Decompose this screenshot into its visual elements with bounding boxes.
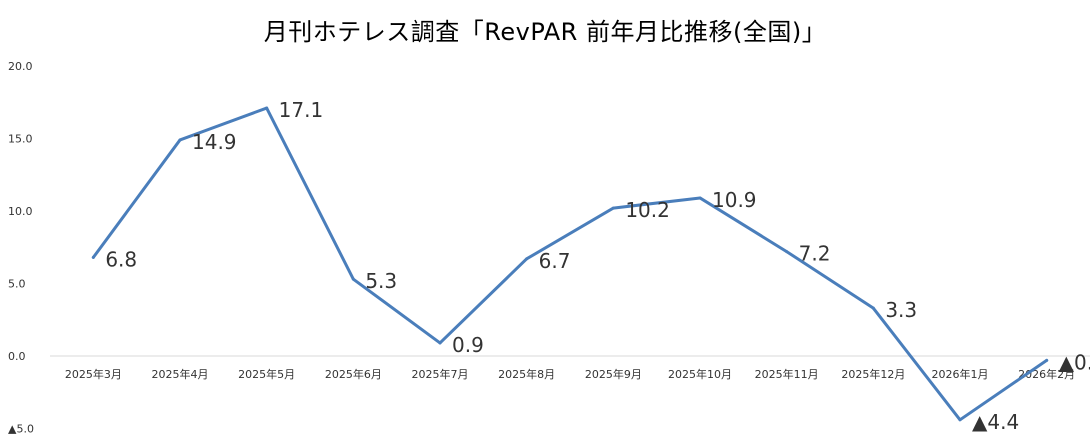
data-point bbox=[351, 277, 355, 281]
data-label: 14.9 bbox=[192, 130, 237, 154]
data-label: 17.1 bbox=[279, 98, 324, 122]
x-tick-label: 2025年11月 bbox=[755, 367, 819, 381]
y-tick-label: 20.0 bbox=[8, 60, 33, 73]
data-label: 10.9 bbox=[712, 188, 757, 212]
data-point bbox=[698, 196, 702, 200]
data-point bbox=[958, 418, 962, 422]
x-tick-label: 2025年8月 bbox=[498, 367, 555, 381]
data-point bbox=[438, 341, 442, 345]
y-tick-label: 10.0 bbox=[8, 205, 33, 218]
data-point bbox=[178, 138, 182, 142]
data-label: 6.7 bbox=[539, 249, 571, 273]
x-tick-label: 2026年1月 bbox=[932, 367, 989, 381]
y-tick-label: ▲5.0 bbox=[8, 423, 34, 436]
data-point bbox=[785, 250, 789, 254]
data-label: ▲0.3 bbox=[1059, 350, 1090, 374]
series-line bbox=[91, 106, 1049, 422]
data-label: 10.2 bbox=[625, 198, 670, 222]
x-tick-label: 2025年5月 bbox=[238, 367, 295, 381]
data-label: 6.8 bbox=[105, 247, 137, 271]
x-tick-label: 2025年7月 bbox=[412, 367, 469, 381]
data-point bbox=[611, 206, 615, 210]
data-label: 7.2 bbox=[799, 242, 831, 266]
chart-title: 月刊ホテレス調査「RevPAR 前年月比推移(全国)」 bbox=[263, 18, 827, 46]
data-label: 3.3 bbox=[885, 298, 917, 322]
data-point bbox=[265, 106, 269, 110]
data-point bbox=[525, 257, 529, 261]
x-tick-label: 2025年9月 bbox=[585, 367, 642, 381]
y-tick-label: 0.0 bbox=[8, 350, 26, 363]
x-tick-label: 2025年6月 bbox=[325, 367, 382, 381]
data-point bbox=[1045, 358, 1049, 362]
data-point bbox=[871, 306, 875, 310]
data-label: 0.9 bbox=[452, 333, 484, 357]
x-tick-label: 2025年10月 bbox=[668, 367, 732, 381]
y-tick-label: 5.0 bbox=[8, 278, 26, 291]
x-tick-label: 2025年3月 bbox=[65, 367, 122, 381]
data-label: 5.3 bbox=[365, 269, 397, 293]
data-point bbox=[91, 255, 95, 259]
data-label: ▲4.4 bbox=[972, 410, 1019, 434]
x-tick-label: 2025年4月 bbox=[152, 367, 209, 381]
x-tick-label: 2025年12月 bbox=[841, 367, 905, 381]
y-tick-label: 15.0 bbox=[8, 133, 33, 146]
